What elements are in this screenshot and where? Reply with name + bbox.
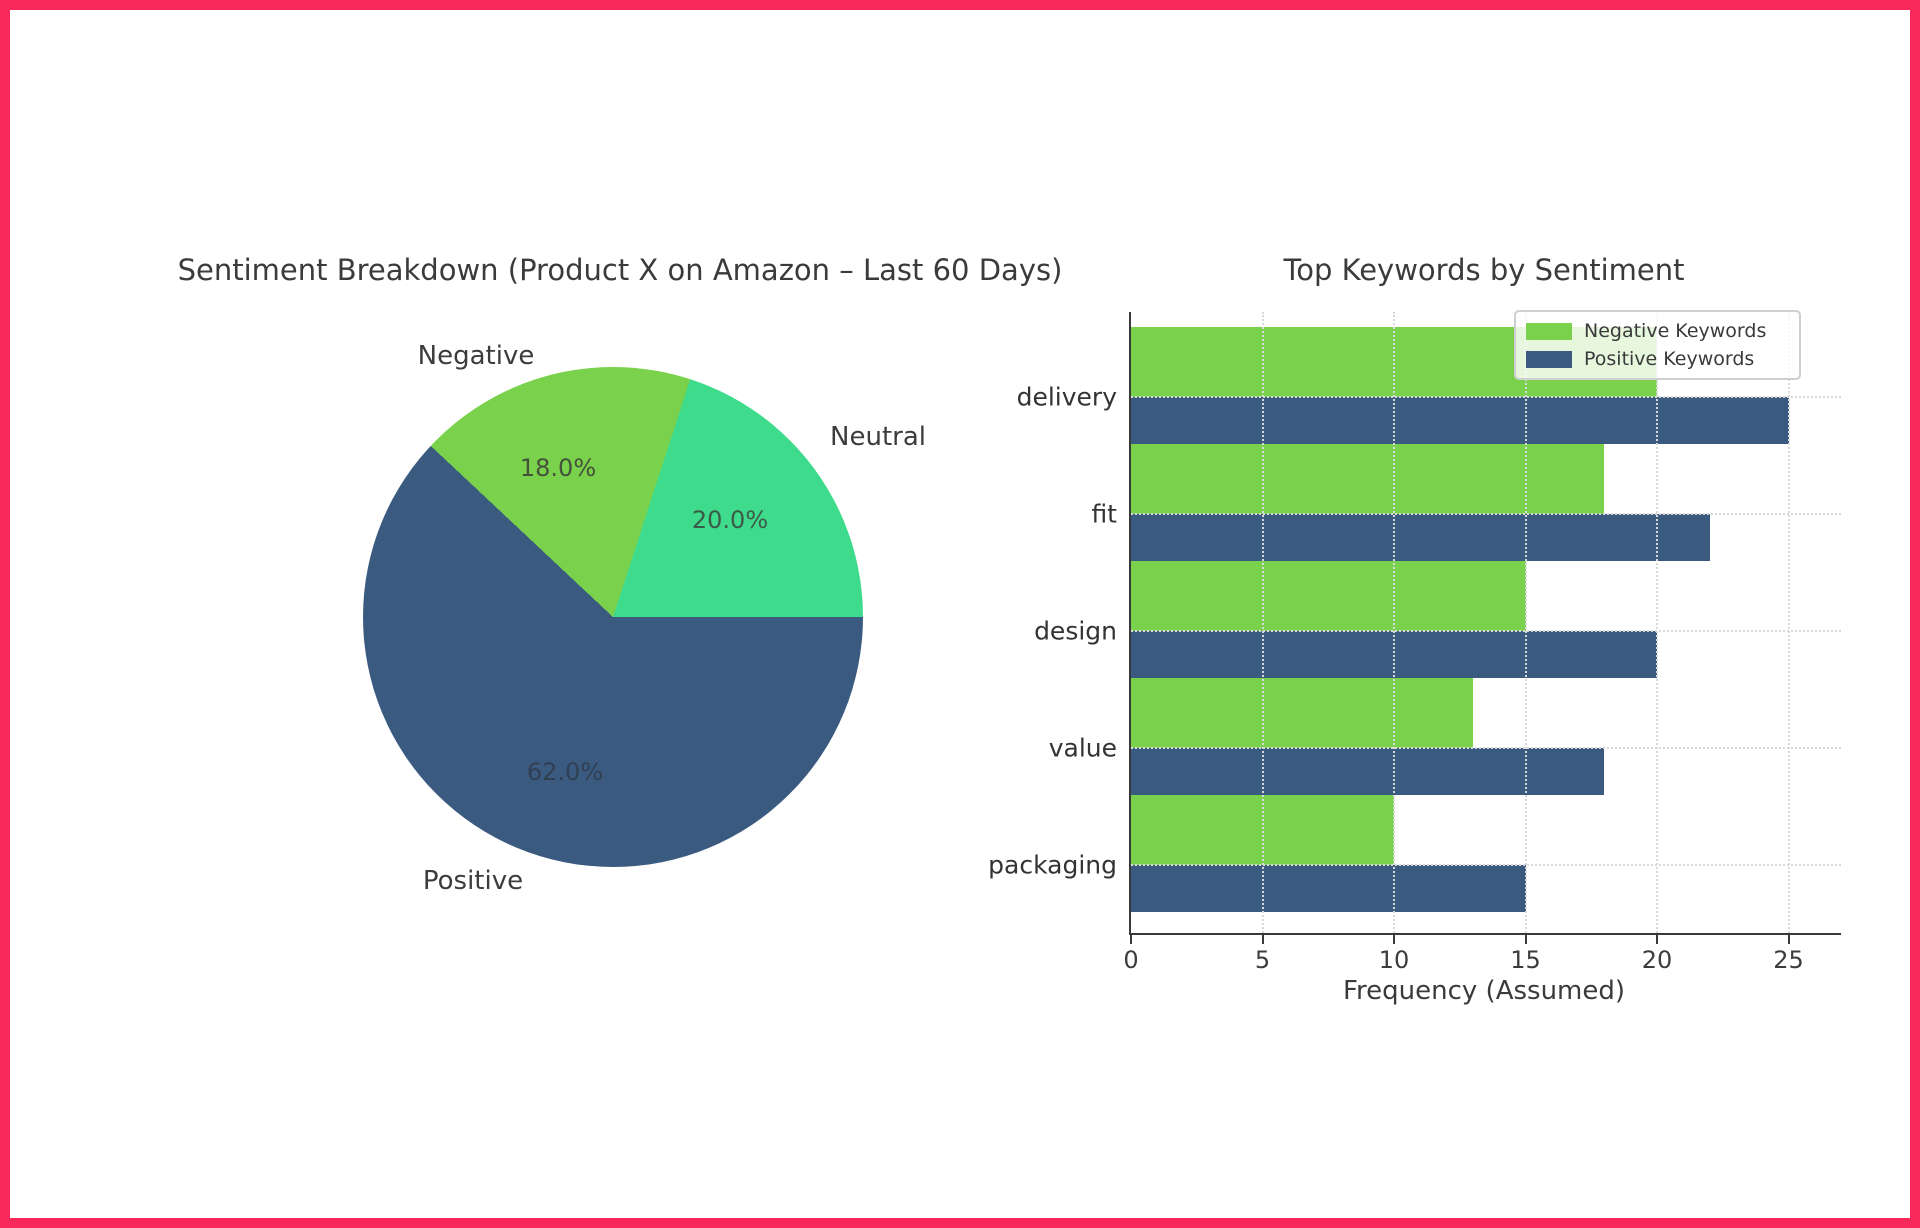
vertical-gridline bbox=[1393, 312, 1395, 933]
vertical-gridline bbox=[1787, 312, 1790, 933]
bar-positive-delivery bbox=[1131, 397, 1789, 444]
pie-slice-label-negative: Negative bbox=[417, 341, 535, 371]
pie-slice-label-neutral: Neutral bbox=[830, 422, 926, 452]
x-axis-tick bbox=[1524, 935, 1527, 944]
vertical-gridline bbox=[1656, 312, 1658, 933]
category-label-value: value bbox=[1048, 733, 1117, 763]
horizontal-gridline bbox=[1131, 513, 1841, 515]
pie-chart-title: Sentiment Breakdown (Product X on Amazon… bbox=[177, 253, 1063, 287]
x-axis-tick bbox=[1656, 935, 1658, 944]
x-axis-label: Frequency (Assumed) bbox=[1342, 976, 1626, 1006]
category-label-fit: fit bbox=[1091, 499, 1117, 529]
legend-label-positive: Positive Keywords bbox=[1584, 348, 1755, 370]
legend: Negative Keywords Positive Keywords bbox=[1514, 310, 1801, 380]
x-axis-tick bbox=[1130, 935, 1132, 944]
horizontal-gridline bbox=[1131, 747, 1841, 749]
x-axis-tick bbox=[1787, 935, 1790, 944]
category-label-design: design bbox=[1034, 616, 1117, 646]
x-tick-label-5: 5 bbox=[1254, 946, 1271, 974]
vertical-gridline bbox=[1261, 312, 1264, 933]
pie-pct-neutral: 20.0% bbox=[691, 506, 769, 534]
x-tick-label-0: 0 bbox=[1123, 946, 1139, 974]
horizontal-gridline bbox=[1131, 396, 1841, 398]
bar-chart-title: Top Keywords by Sentiment bbox=[1283, 253, 1685, 287]
bar-negative-fit bbox=[1131, 444, 1605, 514]
x-tick-label-20: 20 bbox=[1641, 946, 1673, 974]
category-label-packaging: packaging bbox=[988, 850, 1117, 880]
bar-positive-packaging bbox=[1131, 865, 1526, 912]
horizontal-gridline bbox=[1131, 630, 1841, 632]
legend-swatch-negative-icon bbox=[1526, 322, 1572, 340]
x-tick-label-15: 15 bbox=[1510, 946, 1541, 974]
legend-swatch-positive-icon bbox=[1526, 350, 1572, 368]
x-axis-tick bbox=[1261, 935, 1264, 944]
bar-negative-value bbox=[1131, 678, 1473, 748]
bar-negative-design bbox=[1131, 561, 1526, 631]
bar-positive-value bbox=[1131, 748, 1605, 795]
pie-pct-negative: 18.0% bbox=[519, 454, 597, 482]
pie-pct-positive: 62.0% bbox=[526, 758, 604, 786]
x-tick-label-10: 10 bbox=[1378, 946, 1410, 974]
legend-item-positive: Positive Keywords bbox=[1526, 348, 1789, 370]
legend-label-negative: Negative Keywords bbox=[1584, 320, 1767, 342]
vertical-gridline bbox=[1524, 312, 1527, 933]
sentiment-pie-chart bbox=[363, 367, 863, 867]
horizontal-gridline bbox=[1131, 864, 1841, 866]
bar-positive-fit bbox=[1131, 514, 1710, 561]
pie-slice-label-positive: Positive bbox=[422, 866, 524, 896]
x-tick-label-25: 25 bbox=[1773, 946, 1804, 974]
x-axis-tick bbox=[1393, 935, 1395, 944]
category-label-delivery: delivery bbox=[1016, 382, 1117, 412]
legend-item-negative: Negative Keywords bbox=[1526, 320, 1789, 342]
bar-plot-area: Negative Keywords Positive Keywords deli… bbox=[988, 310, 1841, 974]
